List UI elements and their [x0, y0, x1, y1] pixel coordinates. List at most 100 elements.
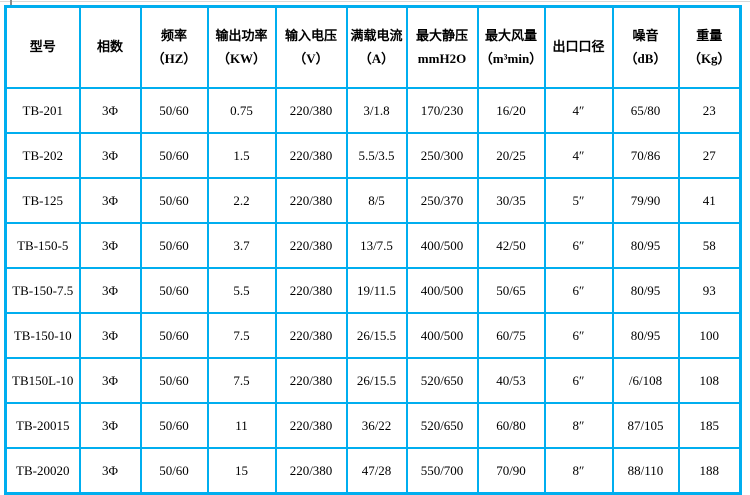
header-unit: （A） [358, 50, 395, 66]
cell-weight: 93 [677, 267, 742, 314]
cell-weight: 108 [677, 357, 742, 404]
cell-frequency: 50/60 [139, 357, 209, 404]
cell-model: TB150L-10 [4, 357, 81, 404]
header-unit: （m³min） [479, 50, 543, 66]
header-unit: （HZ） [151, 50, 197, 66]
cell-frequency: 50/60 [139, 267, 209, 314]
cell-noise: 87/105 [611, 402, 680, 449]
cell-weight: 185 [677, 402, 742, 449]
header-unit: mmH2O [417, 50, 467, 66]
cell-input-voltage: 220/380 [274, 357, 348, 404]
header-label: 最大风量 [484, 28, 537, 44]
page-top-tick-mark [10, 0, 12, 5]
cell-outlet-diameter: 6″ [543, 357, 614, 404]
cell-weight: 100 [677, 312, 742, 359]
header-phases: 相数 [78, 5, 142, 89]
table-row: TB-20015 3Φ 50/60 11 220/380 36/22 520/650 60/8… [4, 402, 742, 449]
cell-weight: 27 [677, 132, 742, 179]
cell-outlet-diameter: 4″ [543, 132, 614, 179]
cell-max-air-volume: 70/90 [476, 447, 546, 495]
cell-output-power: 5.5 [206, 267, 277, 314]
cell-noise: 80/95 [611, 222, 680, 269]
cell-output-power: 3.7 [206, 222, 277, 269]
header-input-voltage: 输入电压 （V） [274, 5, 348, 89]
cell-max-static-pressure: 520/650 [405, 402, 479, 449]
cell-phases: 3Φ [78, 87, 142, 134]
header-label: 频率 [160, 28, 187, 44]
cell-max-static-pressure: 400/500 [405, 222, 479, 269]
cell-frequency: 50/60 [139, 402, 209, 449]
cell-frequency: 50/60 [139, 177, 209, 224]
cell-outlet-diameter: 6″ [543, 267, 614, 314]
cell-full-load-current: 26/15.5 [345, 312, 408, 359]
header-label: 噪音 [632, 28, 659, 44]
table-row: TB-150-5 3Φ 50/60 3.7 220/380 13/7.5 400/500 42… [4, 222, 742, 269]
cell-output-power: 7.5 [206, 357, 277, 404]
header-label: 相数 [96, 39, 123, 55]
cell-model: TB-202 [4, 132, 81, 179]
header-weight: 重量 （Kg） [677, 5, 742, 89]
cell-output-power: 0.75 [206, 87, 277, 134]
header-unit: （KW） [216, 50, 267, 66]
header-frequency: 频率 （HZ） [139, 5, 209, 89]
header-label: 出口口径 [552, 39, 605, 55]
header-outlet-diameter: 出口口径 [543, 5, 614, 89]
cell-phases: 3Φ [78, 402, 142, 449]
cell-phases: 3Φ [78, 222, 142, 269]
cell-input-voltage: 220/380 [274, 447, 348, 495]
cell-outlet-diameter: 8″ [543, 402, 614, 449]
cell-phases: 3Φ [78, 312, 142, 359]
cell-max-static-pressure: 250/370 [405, 177, 479, 224]
table-row: TB-150-7.5 3Φ 50/60 5.5 220/380 19/11.5 400/50… [4, 267, 742, 314]
cell-max-air-volume: 42/50 [476, 222, 546, 269]
cell-noise: 70/86 [611, 132, 680, 179]
cell-outlet-diameter: 6″ [543, 222, 614, 269]
cell-noise: 88/110 [611, 447, 680, 495]
cell-max-static-pressure: 250/300 [405, 132, 479, 179]
cell-input-voltage: 220/380 [274, 402, 348, 449]
cell-input-voltage: 220/380 [274, 267, 348, 314]
cell-weight: 188 [677, 447, 742, 495]
cell-model: TB-125 [4, 177, 81, 224]
cell-max-static-pressure: 520/650 [405, 357, 479, 404]
cell-frequency: 50/60 [139, 312, 209, 359]
table-row: TB-20020 3Φ 50/60 15 220/380 47/28 550/700 70/9… [4, 447, 742, 495]
cell-full-load-current: 47/28 [345, 447, 408, 495]
cell-max-air-volume: 20/25 [476, 132, 546, 179]
cell-noise: /6/108 [611, 357, 680, 404]
cell-outlet-diameter: 6″ [543, 312, 614, 359]
cell-model: TB-150-5 [4, 222, 81, 269]
header-label: 型号 [29, 39, 56, 55]
cell-max-air-volume: 60/75 [476, 312, 546, 359]
cell-output-power: 2.2 [206, 177, 277, 224]
cell-phases: 3Φ [78, 132, 142, 179]
header-label: 输出功率 [215, 28, 268, 44]
header-label: 满载电流 [350, 28, 403, 44]
cell-phases: 3Φ [78, 447, 142, 495]
cell-full-load-current: 26/15.5 [345, 357, 408, 404]
cell-full-load-current: 13/7.5 [345, 222, 408, 269]
cell-max-static-pressure: 550/700 [405, 447, 479, 495]
table-row: TB-150-10 3Φ 50/60 7.5 220/380 26/15.5 400/500… [4, 312, 742, 359]
cell-weight: 23 [677, 87, 742, 134]
cell-outlet-diameter: 5″ [543, 177, 614, 224]
cell-frequency: 50/60 [139, 87, 209, 134]
cell-input-voltage: 220/380 [274, 87, 348, 134]
header-model: 型号 [4, 5, 81, 89]
cell-noise: 80/95 [611, 312, 680, 359]
cell-max-air-volume: 40/53 [476, 357, 546, 404]
cell-outlet-diameter: 8″ [543, 447, 614, 495]
blower-spec-table: 型号 相数 频率 （HZ） 输出功率 （KW） 输入电压 （V） 满载电流 （A [4, 5, 742, 495]
header-unit: （Kg） [687, 50, 731, 66]
cell-noise: 65/80 [611, 87, 680, 134]
cell-output-power: 7.5 [206, 312, 277, 359]
cell-full-load-current: 5.5/3.5 [345, 132, 408, 179]
cell-phases: 3Φ [78, 357, 142, 404]
header-output-power: 输出功率 （KW） [206, 5, 277, 89]
cell-max-static-pressure: 170/230 [405, 87, 479, 134]
cell-full-load-current: 19/11.5 [345, 267, 408, 314]
header-noise: 噪音 （dB） [611, 5, 680, 89]
header-label: 最大静压 [415, 28, 468, 44]
cell-output-power: 15 [206, 447, 277, 495]
